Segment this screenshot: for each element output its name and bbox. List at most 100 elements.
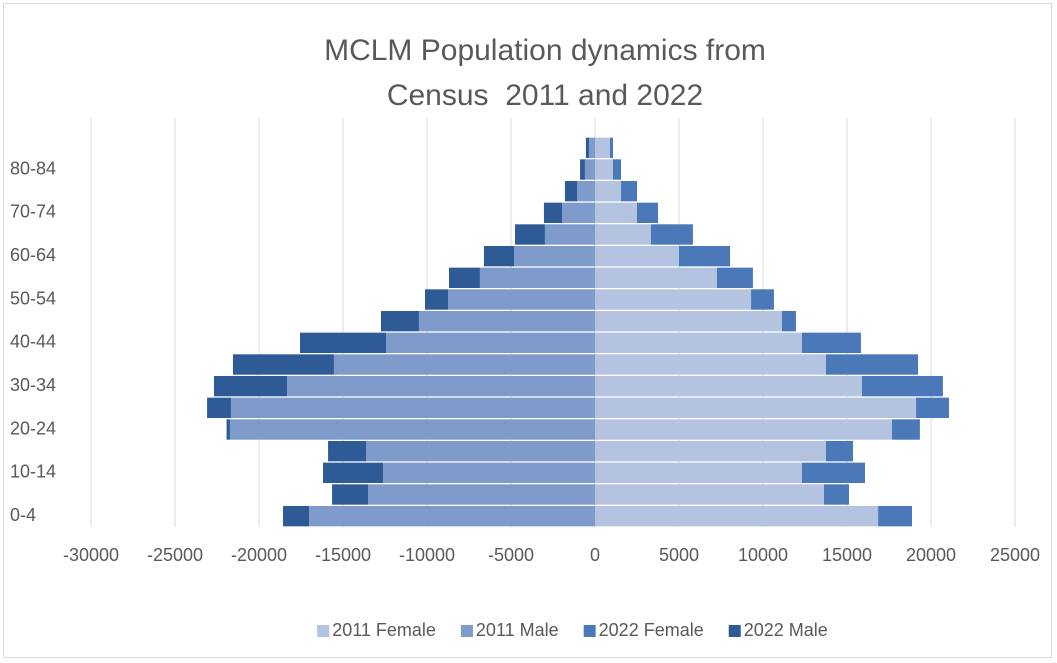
bar (612, 159, 622, 180)
bar (380, 310, 419, 332)
y-tick-label: 50-54 (10, 288, 56, 308)
legend-swatch (728, 625, 741, 637)
bar (449, 267, 480, 289)
bar (801, 332, 861, 354)
bar (479, 267, 595, 289)
bar (595, 224, 651, 245)
bar (595, 440, 826, 462)
x-tick-label: -15000 (315, 545, 371, 565)
bar (232, 354, 334, 375)
bar (595, 332, 802, 354)
bar (595, 245, 679, 267)
bar (309, 505, 595, 527)
bar (585, 137, 589, 159)
bar (299, 332, 387, 354)
bar (826, 440, 854, 462)
bar (609, 137, 613, 159)
bar (584, 159, 595, 180)
bar (892, 419, 920, 440)
bar (544, 224, 595, 245)
bar (595, 505, 879, 527)
bar (562, 202, 595, 224)
bar (580, 159, 585, 180)
bar (751, 289, 774, 310)
x-tick-label: 5000 (659, 545, 699, 565)
bar (382, 462, 595, 484)
bar (283, 505, 310, 527)
bar (386, 332, 595, 354)
bar (543, 202, 563, 224)
bar (595, 267, 717, 289)
bar (323, 462, 383, 484)
bar (333, 354, 595, 375)
bar (424, 289, 448, 310)
bar (448, 289, 595, 310)
bar (229, 419, 595, 440)
y-tick-label: 40-44 (10, 332, 56, 352)
x-tick-label: -30000 (63, 545, 119, 565)
bar (595, 375, 862, 397)
bar (716, 267, 753, 289)
x-tick-label: -25000 (147, 545, 203, 565)
bar (328, 440, 367, 462)
legend-label: 2022 Male (744, 620, 828, 640)
bar (595, 137, 610, 159)
chart-frame (3, 3, 1052, 658)
bar (595, 289, 752, 310)
x-tick-label: 0 (590, 545, 600, 565)
x-tick-label: 20000 (906, 545, 956, 565)
bar (826, 354, 919, 375)
bar (564, 180, 578, 202)
bar (650, 224, 693, 245)
legend-label: 2011 Female (332, 620, 436, 640)
x-tick-label: 15000 (822, 545, 872, 565)
y-tick-label: 10-14 (10, 462, 56, 482)
y-tick-label: 30-34 (10, 375, 56, 395)
bar (916, 397, 949, 419)
bar (595, 202, 637, 224)
bar (418, 310, 595, 332)
bar (595, 354, 826, 375)
bar (207, 397, 231, 419)
bar (679, 245, 731, 267)
legend-label: 2022 Female (599, 620, 704, 640)
bar (577, 180, 595, 202)
bar (801, 462, 865, 484)
chart-title: MCLM Population dynamics from Census 201… (324, 34, 775, 112)
x-tick-label: -20000 (231, 545, 287, 565)
y-tick-label: 70-74 (10, 202, 56, 222)
bar (483, 245, 515, 267)
bar (368, 484, 595, 505)
bar (781, 310, 796, 332)
x-tick-label: 25000 (990, 545, 1040, 565)
bar (595, 462, 802, 484)
bar (595, 180, 622, 202)
bar (332, 484, 369, 505)
bar (878, 505, 913, 527)
bar (621, 180, 637, 202)
bar (226, 419, 230, 440)
x-tick-label: -10000 (399, 545, 455, 565)
legend-label: 2011 Male (476, 620, 559, 640)
bar (514, 245, 595, 267)
bar (366, 440, 595, 462)
bar (595, 310, 782, 332)
bar (595, 397, 917, 419)
y-tick-label: 0-4 (10, 505, 36, 525)
bar (595, 484, 824, 505)
legend-swatch (460, 625, 473, 637)
y-tick-label: 60-64 (10, 245, 56, 265)
legend-swatch (317, 625, 330, 637)
legend-swatch (583, 625, 596, 637)
bar (588, 137, 595, 159)
bar (515, 224, 545, 245)
bar (213, 375, 288, 397)
bar (861, 375, 943, 397)
x-tick-label: 10000 (738, 545, 788, 565)
bar (287, 375, 595, 397)
bar (823, 484, 850, 505)
x-tick-label: -5000 (488, 545, 534, 565)
y-tick-label: 80-84 (10, 158, 56, 178)
